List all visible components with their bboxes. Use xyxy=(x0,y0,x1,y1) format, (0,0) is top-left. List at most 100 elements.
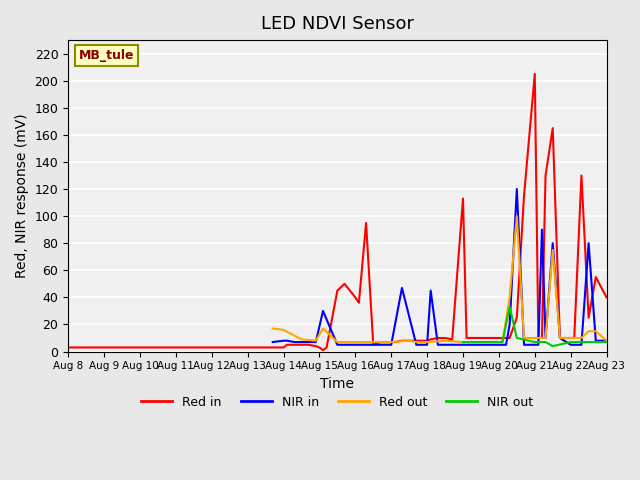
NIR in xyxy=(577,342,585,348)
Red out xyxy=(531,335,539,341)
Line: NIR in: NIR in xyxy=(273,189,607,345)
Red out xyxy=(484,339,492,345)
Red out xyxy=(459,339,467,345)
Red out xyxy=(499,339,506,345)
Red out xyxy=(567,335,575,341)
NIR in xyxy=(280,338,287,344)
Red in xyxy=(305,342,312,348)
NIR in xyxy=(499,342,506,348)
NIR in xyxy=(538,227,546,232)
Red out xyxy=(577,335,585,341)
NIR in xyxy=(592,338,600,344)
Red in xyxy=(603,295,611,300)
NIR out xyxy=(541,339,549,345)
Line: NIR out: NIR out xyxy=(463,307,607,346)
Red out xyxy=(387,339,395,345)
Red out xyxy=(319,325,327,331)
NIR in xyxy=(541,335,549,341)
NIR in xyxy=(506,322,513,327)
NIR out xyxy=(459,339,467,345)
NIR in xyxy=(549,240,557,246)
NIR out xyxy=(506,304,513,310)
Red out xyxy=(467,339,474,345)
Red out xyxy=(549,247,557,253)
NIR in xyxy=(513,186,521,192)
NIR in xyxy=(413,342,420,348)
NIR out xyxy=(484,339,492,345)
Red in xyxy=(549,125,557,131)
NIR out xyxy=(495,339,503,345)
Red out xyxy=(405,338,413,344)
NIR in xyxy=(459,342,467,348)
NIR in xyxy=(570,342,578,348)
Title: LED NDVI Sensor: LED NDVI Sensor xyxy=(261,15,414,33)
Red out xyxy=(513,213,521,219)
Red out xyxy=(592,328,600,334)
Red in xyxy=(312,343,319,349)
NIR in xyxy=(291,339,298,345)
Line: Red out: Red out xyxy=(273,216,607,342)
NIR out xyxy=(570,339,578,345)
Red out xyxy=(570,335,578,341)
Red in xyxy=(506,335,513,341)
Red in xyxy=(531,71,539,77)
Legend: Red in, NIR in, Red out, NIR out: Red in, NIR in, Red out, NIR out xyxy=(136,391,538,414)
NIR in xyxy=(312,339,319,345)
Red out xyxy=(541,335,549,341)
NIR in xyxy=(298,339,305,345)
Red out xyxy=(520,335,528,341)
Red in xyxy=(484,335,492,341)
Red out xyxy=(495,339,503,345)
Red out xyxy=(585,328,593,334)
NIR in xyxy=(495,342,503,348)
NIR in xyxy=(585,240,593,246)
NIR out xyxy=(513,335,521,341)
NIR in xyxy=(387,342,395,348)
Red out xyxy=(269,325,276,331)
NIR in xyxy=(434,342,442,348)
NIR in xyxy=(284,338,291,344)
NIR in xyxy=(477,342,484,348)
Red out xyxy=(312,338,319,344)
NIR in xyxy=(531,342,539,348)
Red out xyxy=(534,335,542,341)
NIR in xyxy=(502,342,510,348)
NIR in xyxy=(534,342,542,348)
Red out xyxy=(603,338,611,344)
NIR in xyxy=(351,342,359,348)
Y-axis label: Red, NIR response (mV): Red, NIR response (mV) xyxy=(15,113,29,278)
NIR out xyxy=(549,343,557,349)
NIR in xyxy=(484,342,492,348)
NIR in xyxy=(567,342,575,348)
NIR in xyxy=(269,339,276,345)
Red in xyxy=(585,315,593,321)
NIR in xyxy=(398,285,406,291)
Text: MB_tule: MB_tule xyxy=(79,49,134,62)
NIR out xyxy=(499,339,506,345)
Red out xyxy=(351,339,359,345)
Red out xyxy=(506,295,513,300)
NIR out xyxy=(531,339,539,345)
NIR out xyxy=(477,339,484,345)
Red out xyxy=(280,327,287,333)
NIR in xyxy=(556,335,564,341)
NIR in xyxy=(463,342,470,348)
NIR in xyxy=(427,288,435,293)
NIR out xyxy=(585,339,593,345)
Red in xyxy=(319,348,327,353)
Red out xyxy=(423,339,431,345)
Red out xyxy=(441,338,449,344)
X-axis label: Time: Time xyxy=(321,377,355,391)
NIR in xyxy=(520,342,528,348)
NIR in xyxy=(319,308,327,314)
NIR out xyxy=(603,339,611,345)
NIR in xyxy=(603,338,611,344)
Red out xyxy=(477,339,484,345)
NIR out xyxy=(534,339,542,345)
NIR in xyxy=(423,342,431,348)
Red out xyxy=(298,336,305,342)
Red out xyxy=(333,339,341,345)
NIR out xyxy=(567,339,575,345)
NIR out xyxy=(577,339,585,345)
Red out xyxy=(413,339,420,345)
